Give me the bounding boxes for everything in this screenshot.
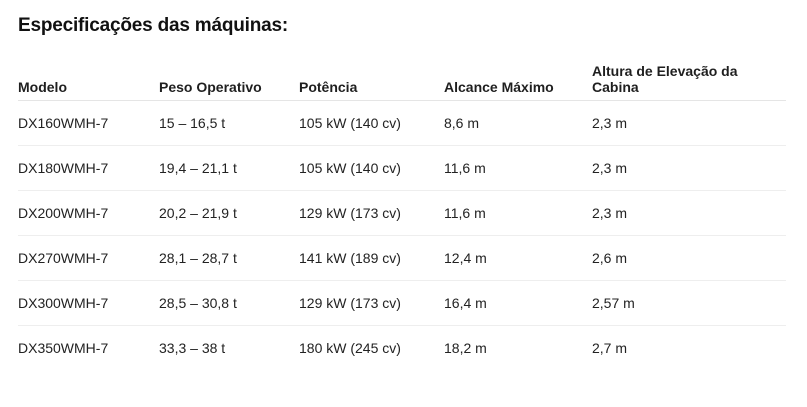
cell-cab-elevation-height: 2,7 m [592, 340, 628, 356]
cell-max-reach: 8,6 m [444, 100, 592, 146]
table-row: DX270WMH-7 28,1 – 28,7 t 141 kW (189 cv)… [18, 235, 786, 281]
cell-model: DX160WMH-7 [18, 100, 159, 146]
header-model: Modelo [18, 55, 159, 101]
cell-cab-elevation-height: 2,3 m [592, 145, 786, 191]
header-cab-elevation-height: Altura de Elevação da Cabina [592, 55, 786, 101]
page-content: Especificações das máquinas: Modelo Peso… [18, 15, 786, 370]
cell-operating-weight: 28,1 – 28,7 t [159, 235, 299, 281]
specifications-table: Modelo Peso Operativo Potência Alcance M… [18, 55, 786, 370]
cell-power: 180 kW (245 cv) [299, 340, 401, 356]
cell-power: 105 kW (140 cv) [299, 145, 444, 191]
cell-operating-weight: 19,4 – 21,1 t [159, 145, 299, 191]
table-row: DX200WMH-7 20,2 – 21,9 t 129 kW (173 cv)… [18, 190, 786, 236]
cell-model: DX270WMH-7 [18, 235, 159, 281]
header-operating-weight: Peso Operativo [159, 55, 299, 101]
cell-operating-weight: 28,5 – 30,8 t [159, 280, 299, 326]
cell-max-reach: 16,4 m [444, 280, 592, 326]
table-header: Modelo Peso Operativo Potência Alcance M… [18, 55, 786, 101]
cell-operating-weight: 15 – 16,5 t [159, 100, 299, 146]
cell-cab-elevation-height: 2,3 m [592, 100, 786, 146]
cell-operating-weight: 33,3 – 38 t [159, 340, 226, 356]
cell-max-reach: 11,6 m [444, 190, 592, 236]
cell-operating-weight: 20,2 – 21,9 t [159, 190, 299, 236]
header-row: Modelo Peso Operativo Potência Alcance M… [18, 55, 786, 101]
cell-model: DX200WMH-7 [18, 190, 159, 236]
cell-model: DX180WMH-7 [18, 145, 159, 191]
page-title: Especificações das máquinas: [18, 15, 289, 36]
cell-power: 105 kW (140 cv) [299, 100, 444, 146]
cell-cab-elevation-height: 2,57 m [592, 280, 786, 326]
cell-model: DX300WMH-7 [18, 280, 159, 326]
table-row: DX300WMH-7 28,5 – 30,8 t 129 kW (173 cv)… [18, 280, 786, 326]
cell-power: 141 kW (189 cv) [299, 235, 444, 281]
cell-power: 129 kW (173 cv) [299, 280, 444, 326]
cell-max-reach: 11,6 m [444, 145, 592, 191]
table-row: DX350WMH-7 33,3 – 38 t 180 kW (245 cv) 1… [18, 326, 786, 371]
table-row: DX180WMH-7 19,4 – 21,1 t 105 kW (140 cv)… [18, 145, 786, 191]
cell-cab-elevation-height: 2,3 m [592, 190, 786, 236]
cell-max-reach: 18,2 m [444, 340, 487, 356]
header-max-reach: Alcance Máximo [444, 55, 592, 101]
cell-power: 129 kW (173 cv) [299, 190, 444, 236]
header-power: Potência [299, 55, 444, 101]
table-body: DX160WMH-7 15 – 16,5 t 105 kW (140 cv) 8… [18, 100, 786, 371]
table-row: DX160WMH-7 15 – 16,5 t 105 kW (140 cv) 8… [18, 100, 786, 146]
cell-model: DX350WMH-7 [18, 340, 109, 356]
cell-max-reach: 12,4 m [444, 235, 592, 281]
cell-cab-elevation-height: 2,6 m [592, 235, 786, 281]
